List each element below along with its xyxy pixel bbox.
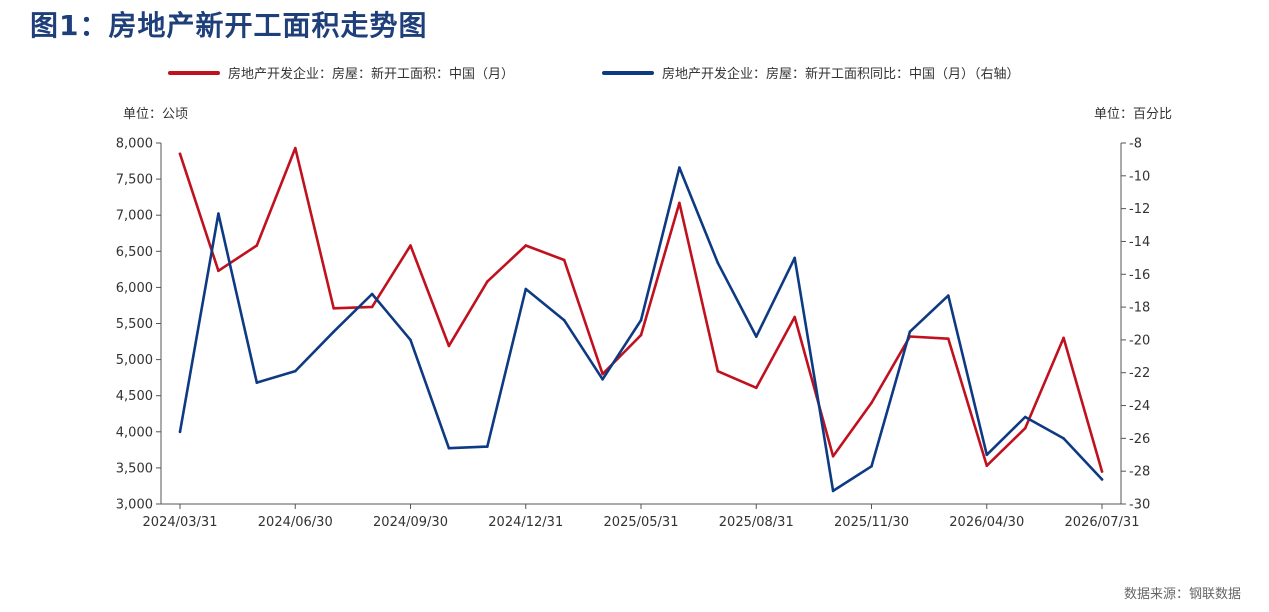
series-1-point [793,315,796,319]
legend-swatch-series2 [602,70,654,75]
series-1-point [1100,470,1104,473]
y-right-tick-label: -22 [1129,366,1150,381]
y-left-tick-label: 8,000 [116,137,153,152]
y-left-tick-label: 4,000 [116,425,153,440]
x-tick-label: 2026/07/31 [1065,515,1140,530]
x-tick-label: 2025/05/31 [604,515,679,530]
series-1-point [1023,426,1027,430]
legend-item-series1: 房地产开发企业：房屋：新开工面积：中国（月） [168,63,514,82]
x-tick-label: 2024/03/31 [143,515,218,530]
data-source: 数据来源：钢联数据 [1123,587,1241,602]
series-line-1 [178,146,1104,473]
series-2-point [755,335,758,338]
y-left-tick-label: 4,500 [116,389,153,404]
series-2-point [908,330,912,334]
series-1-point [447,344,451,348]
x-tick-label: 2024/09/30 [373,515,448,530]
y-right-tick-label: -14 [1129,235,1150,250]
legend-label-series1: 房地产开发企业：房屋：新开工面积：中国（月） [228,67,515,82]
series-1-point [562,258,566,262]
series-1-point [947,337,950,341]
chart-title: 图1：房地产新开工面积走势图 [30,9,428,42]
series-1-point [831,455,835,458]
x-tick-label: 2024/12/31 [488,515,563,530]
series-1-point [217,269,220,273]
series-1-point [985,464,989,468]
y-left-tick-label: 6,000 [116,281,153,296]
y-left-tick-label: 3,000 [116,498,153,513]
series-2-point [678,166,681,169]
series-2-point [1062,437,1065,440]
series-1-point [601,372,604,376]
x-tick-label: 2025/11/30 [834,515,909,530]
series-1-point [1062,336,1065,340]
series-2-point [716,261,720,265]
y-left-tick-label: 7,500 [116,173,153,188]
series-2-point [870,465,873,468]
y-left-tick-label: 5,500 [116,317,153,332]
y-right-tick-label: -30 [1129,498,1150,513]
series-1-point [755,386,758,390]
chart-axes: 3,000 3,500 4,000 4,500 5,000 5,500 6,000 6,500… [116,137,1150,531]
left-axis-unit: 单位：公顷 [123,107,189,122]
right-axis-unit: 单位：百分比 [1093,107,1172,122]
series-2-point [255,381,259,384]
y-left-tick-label: 6,500 [116,245,153,260]
series-1-point [294,146,297,150]
y-left-tick-label: 5,000 [116,353,153,368]
series-2-point [217,212,220,215]
series-2-point [332,330,336,334]
y-right-tick-label: -12 [1129,202,1150,217]
y-right-tick-label: -28 [1129,465,1150,480]
y-right-tick-label: -8 [1129,137,1142,152]
series-1-point [486,280,489,283]
y-right-tick-label: -24 [1129,399,1150,414]
chart-lines [178,146,1104,493]
y-right-tick-label: -10 [1129,169,1150,184]
legend-label-series2: 房地产开发企业：房屋：新开工面积同比：中国（月）（右轴） [662,67,1020,82]
chart-legend: 房地产开发企业：房屋：新开工面积：中国（月） 房地产开发企业：房屋：新开工面积同… [0,63,1269,87]
series-2-point [486,445,489,448]
series-1-point [370,305,374,309]
x-tick-label: 2025/08/31 [719,515,794,530]
series-2-point [524,287,528,291]
y-left-tick-label: 7,000 [116,209,153,224]
series-1-point [178,152,182,156]
series-2-point [793,256,796,260]
y-left-tick-label: 3,500 [116,461,153,476]
series-2-point [947,294,950,297]
x-tick-label: 2026/04/30 [949,515,1024,530]
series-2-point [294,369,297,373]
series-2-point [831,489,835,493]
series-2-point [562,318,566,322]
series-2-point [1023,415,1027,419]
series-1-point [639,333,643,337]
x-tick-label: 2024/06/30 [258,515,333,530]
series-1-point [870,401,873,405]
legend-item-series2: 房地产开发企业：房屋：新开工面积同比：中国（月）（右轴） [602,63,1020,82]
series-1-point [716,369,720,373]
series-1-point [255,244,259,247]
series-2-point [447,446,451,450]
series-2-point [370,292,374,296]
series-1-point [524,244,528,247]
series-line-2 [178,166,1104,493]
series-2-point [178,430,182,434]
series-2-point [985,453,989,457]
y-right-tick-label: -20 [1129,333,1150,348]
y-right-tick-label: -18 [1129,301,1150,316]
series-2-point [1100,478,1104,481]
series-1-point [409,244,412,247]
series-1-point [678,201,681,205]
series-2-point [601,378,604,381]
series-1-point [332,307,336,310]
y-right-tick-label: -26 [1129,432,1150,447]
legend-swatch-series1 [168,70,220,75]
series-2-point [409,338,412,342]
series-2-point [639,318,643,322]
y-right-tick-label: -16 [1129,268,1150,283]
